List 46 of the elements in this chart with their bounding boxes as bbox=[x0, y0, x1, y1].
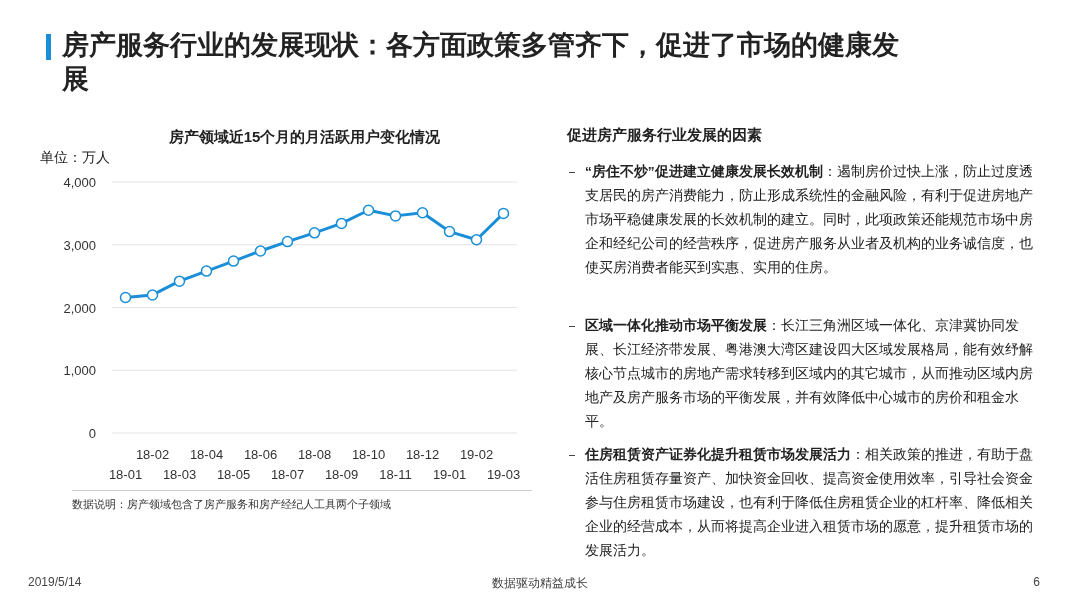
point bbox=[389, 210, 402, 222]
y-tick-label: 4,000 bbox=[63, 175, 96, 190]
point bbox=[362, 204, 375, 216]
x-tick-label: 18-06 bbox=[243, 447, 278, 462]
point bbox=[443, 225, 456, 238]
point bbox=[308, 227, 321, 239]
x-tick-label: 18-05 bbox=[216, 467, 251, 482]
x-tick-label: 18-08 bbox=[297, 447, 332, 462]
y-tick-label: 2,000 bbox=[63, 300, 96, 316]
x-tick-label: 18-12 bbox=[405, 447, 440, 462]
x-tick-label: 18-04 bbox=[189, 447, 224, 462]
y-tick-label: 1,000 bbox=[63, 363, 96, 379]
text: 住房租赁资产证券化提升租赁市场发展活力：相关政策的推进，有助于盘活住房租赁存量资产、加快资金回收、提高资金使用效率，引导社会资金参与住房租赁市场建设，也有利于降低住房租赁企业的杠杆率、降低相关企业的经营成本，从而将提高企业进入租赁市场的愿意，提升租赁市场的发展活力。 bbox=[585, 446, 1034, 560]
text: 数据说明：房产领域包含了房产服务和房产经纪人工具两个子领域 bbox=[72, 497, 392, 512]
point bbox=[254, 245, 267, 257]
x-tick-label: 18-09 bbox=[324, 467, 359, 482]
point bbox=[227, 255, 240, 267]
text: “房住不炒”促进建立健康发展长效机制：遏制房价过快上涨，防止过度透支居民的房产消费能力，防止形成系统性的金融风险，有利于促进房地产市场平稳健康发展的长效机制的建立。同时，此项政策还能规范市场中房企和经纪公司的经营秩序，促进房产服务从业者及机构的业务诚信度，也使买房消费者能买到实惠、实用的住房。 bbox=[585, 163, 1034, 277]
point bbox=[119, 291, 132, 304]
text: 促进房产服务行业发展的因素 bbox=[567, 126, 763, 145]
text: 区域一体化推动市场平衡发展：长江三角洲区域一体化、京津冀协同发展、长江经济带发展、粤港澳大湾区建设四大区域发展格局，能有效纾解核心节点城市的房地产需求转移到区域内的其它城市，从而推动区域内房地产及房产服务市场的平衡发展，并有效降低中心城市的房价和租金水平。 bbox=[585, 317, 1034, 431]
point bbox=[497, 207, 510, 220]
y-tick-label: 0 bbox=[88, 426, 96, 441]
point bbox=[281, 235, 294, 248]
point bbox=[470, 233, 483, 246]
x-tick-label: 18-07 bbox=[270, 467, 305, 482]
x-tick-label: 18-01 bbox=[108, 467, 143, 482]
chart-subtitle: 房产领域近15个月的月活跃用户变化情况 bbox=[167, 128, 442, 145]
point bbox=[173, 275, 186, 287]
chart-title: 房产服务行业的发展现状：各方面政策多管齐下，促进了市场的健康发展 bbox=[62, 29, 900, 96]
x-tick-label: 18-11 bbox=[379, 467, 412, 482]
text: 6 bbox=[1032, 575, 1040, 589]
x-tick-label: 19-02 bbox=[459, 447, 494, 462]
point bbox=[200, 265, 213, 277]
text: 2019/5/14 bbox=[28, 575, 83, 589]
x-tick-label: 18-03 bbox=[162, 467, 197, 482]
x-tick-label: 18-02 bbox=[135, 447, 170, 462]
y-tick-label: 3,000 bbox=[63, 237, 96, 253]
point bbox=[146, 289, 159, 301]
x-tick-label: 18-10 bbox=[351, 447, 386, 462]
x-tick-label: 19-03 bbox=[486, 467, 521, 482]
y-axis-title: 单位：万人 bbox=[40, 149, 110, 165]
text: 数据驱动精益成长 bbox=[491, 575, 589, 592]
point bbox=[416, 207, 429, 219]
x-tick-label: 19-01 bbox=[432, 467, 467, 482]
point bbox=[335, 217, 348, 230]
